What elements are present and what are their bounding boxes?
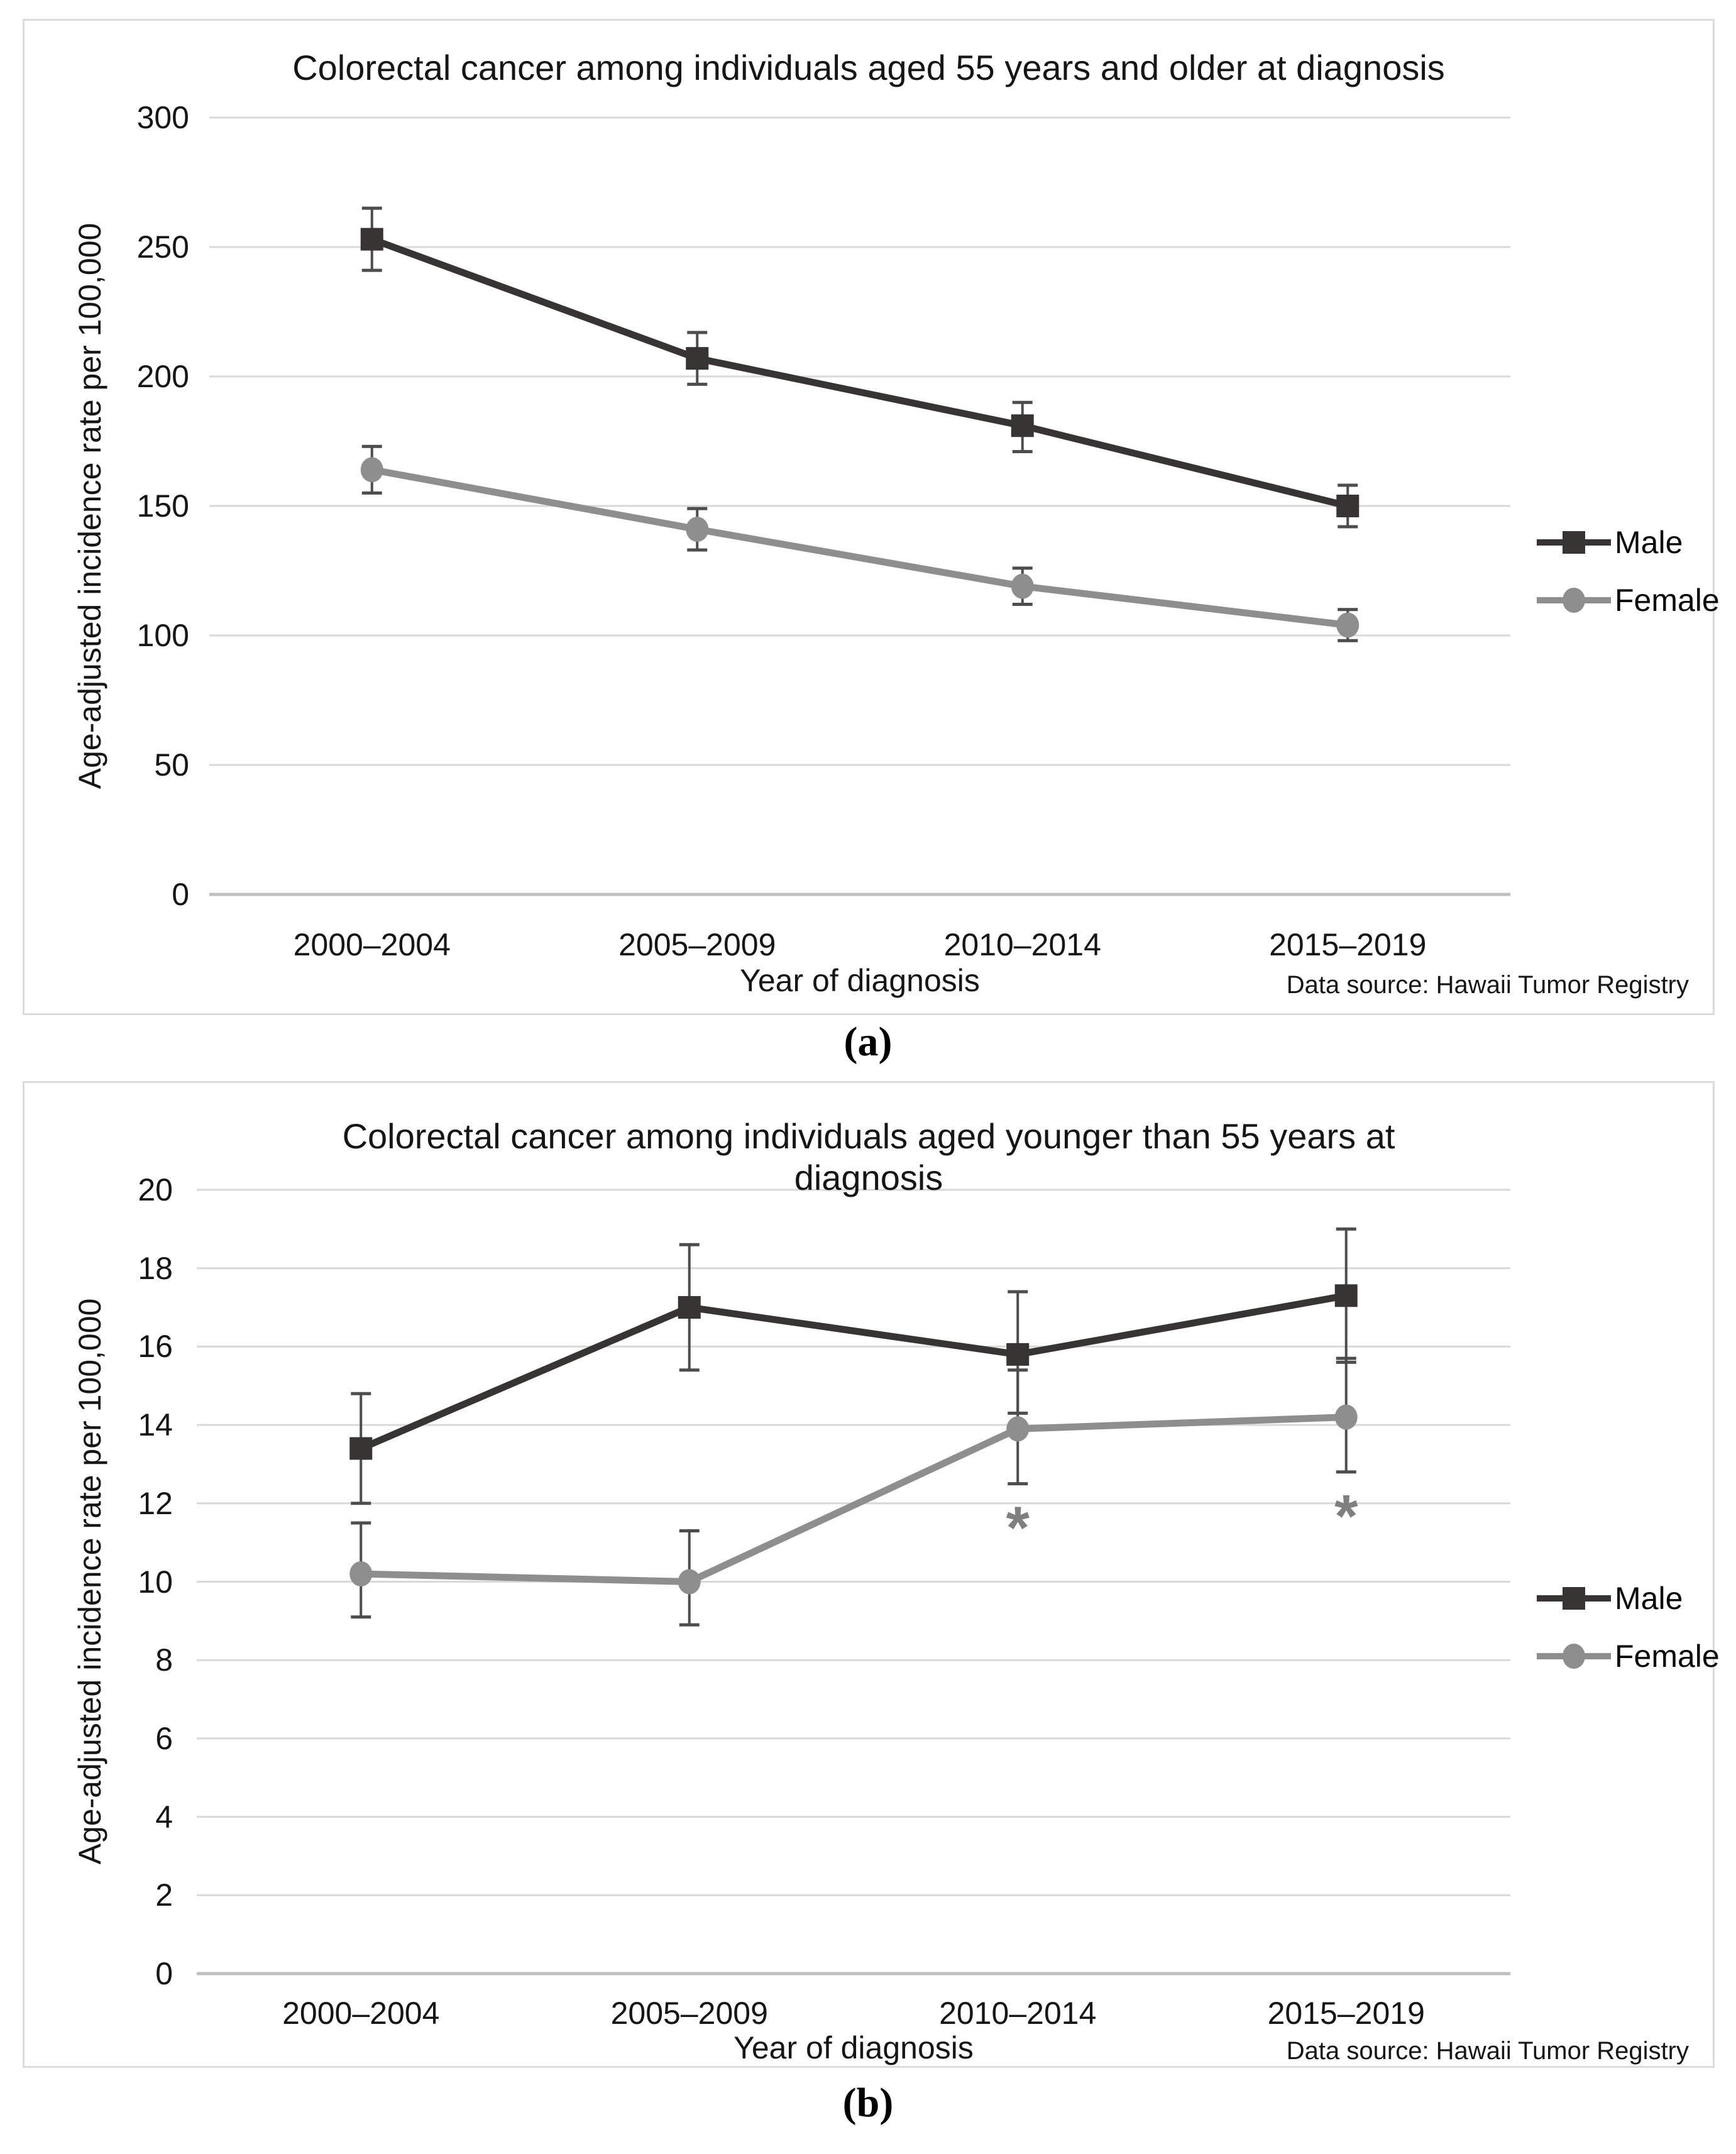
chart-b-x-axis-label: Year of diagnosis	[733, 2030, 974, 2065]
legend-label: Female	[1615, 1639, 1720, 1674]
data-point-female-1	[686, 517, 709, 542]
legend-item-female: Female	[1533, 576, 1720, 624]
series-line-male	[368, 236, 1351, 510]
legend-marker-square-icon	[1537, 1587, 1611, 1610]
chart-title-line: diagnosis	[794, 1158, 943, 1197]
data-point-female-2	[1011, 573, 1034, 599]
chart-b-plot-area: * *	[197, 1189, 1510, 1975]
legend-item-male: Male	[1533, 1574, 1683, 1622]
y-tick-label-200: 200	[136, 359, 189, 394]
legend-label: Male	[1615, 1581, 1683, 1616]
x-tick-label-2: 2010–2014	[943, 927, 1101, 962]
data-point-male-1	[678, 1296, 701, 1319]
series-line-male	[357, 1292, 1350, 1453]
data-point-male-0	[360, 228, 383, 251]
y-tick-label-6: 6	[155, 1720, 173, 1756]
chart-title-line: Colorectal cancer among individuals aged…	[342, 1116, 1395, 1156]
y-tick-label-4: 4	[155, 1799, 173, 1835]
y-tick-label-18: 18	[138, 1250, 173, 1286]
y-tick-label-10: 10	[138, 1564, 173, 1600]
y-tick-label-0: 0	[155, 1956, 173, 1991]
y-tick-label-8: 8	[155, 1642, 173, 1678]
x-tick-label-3: 2015–2019	[1267, 1996, 1425, 2031]
x-tick-label-2: 2010–2014	[939, 1996, 1097, 2031]
chart-a-x-axis-label: Year of diagnosis	[740, 963, 980, 998]
data-point-female-0	[349, 1561, 373, 1587]
chart-panel-a: Colorectal cancer among individuals aged…	[23, 19, 1720, 1015]
data-point-male-3	[1336, 495, 1360, 517]
data-point-female-1	[678, 1569, 701, 1595]
data-point-female-0	[360, 457, 383, 483]
legend-marker-circle-icon	[1537, 1644, 1611, 1669]
data-point-male-2	[1006, 1343, 1030, 1366]
y-tick-label-250: 250	[136, 229, 189, 265]
x-tick-label-1: 2005–2009	[618, 927, 776, 962]
data-point-male-2	[1011, 414, 1034, 437]
y-tick-label-20: 20	[138, 1172, 173, 1207]
y-tick-label-150: 150	[136, 488, 189, 524]
chart-a-plot-area	[209, 116, 1510, 896]
significance-asterisk-1: *	[1334, 1483, 1358, 1550]
legend-item-male: Male	[1533, 519, 1683, 566]
panel-label-b: (b)	[842, 2080, 894, 2126]
panel-label-a: (a)	[843, 1019, 893, 1065]
series-line-female	[357, 1414, 1350, 1585]
y-tick-label-12: 12	[138, 1485, 173, 1521]
data-point-male-3	[1334, 1284, 1358, 1307]
chart-b-source-note: Data source: Hawaii Tumor Registry	[1286, 2037, 1689, 2065]
y-tick-label-50: 50	[154, 747, 189, 783]
legend-label: Female	[1615, 583, 1720, 618]
chart-a-source-note: Data source: Hawaii Tumor Registry	[1286, 971, 1689, 999]
y-tick-label-2: 2	[155, 1877, 173, 1913]
data-point-male-0	[349, 1437, 373, 1460]
y-tick-label-100: 100	[136, 618, 189, 653]
y-tick-label-16: 16	[138, 1329, 173, 1365]
data-point-female-2	[1006, 1416, 1030, 1442]
data-point-female-3	[1336, 612, 1360, 638]
chart-b-title: Colorectal cancer among individuals aged…	[25, 1116, 1713, 1199]
series-line-female	[368, 466, 1351, 629]
x-tick-label-0: 2000–2004	[293, 927, 451, 962]
x-tick-label-3: 2015–2019	[1269, 927, 1427, 962]
chart-title-line: Colorectal cancer among individuals aged…	[292, 48, 1445, 87]
x-tick-label-1: 2005–2009	[610, 1996, 768, 2031]
data-point-male-1	[686, 347, 709, 370]
y-tick-label-14: 14	[138, 1407, 173, 1443]
y-tick-label-300: 300	[136, 100, 189, 135]
y-tick-label-0: 0	[172, 877, 189, 912]
legend-item-female: Female	[1533, 1632, 1720, 1680]
significance-asterisk-0: *	[1006, 1495, 1030, 1562]
legend-marker-square-icon	[1537, 531, 1611, 554]
chart-a-title: Colorectal cancer among individuals aged…	[25, 47, 1713, 89]
x-tick-label-0: 2000–2004	[282, 1996, 440, 2031]
legend-label: Male	[1615, 525, 1683, 560]
legend-marker-circle-icon	[1537, 588, 1611, 613]
data-point-female-3	[1334, 1404, 1358, 1430]
chart-panel-b: * * Colorectal cancer among individuals a…	[23, 1081, 1720, 2068]
